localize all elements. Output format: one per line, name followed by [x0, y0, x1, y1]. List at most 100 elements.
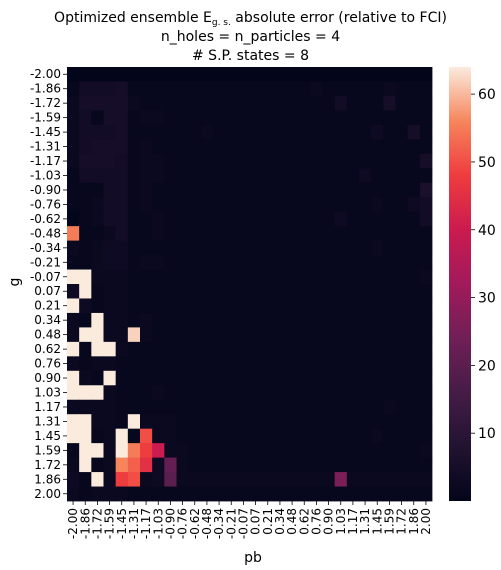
- heatmap-cell: [200, 240, 214, 256]
- heatmap-cell: [359, 226, 372, 241]
- x-axis-ticks: -2.00-1.86-1.72-1.59-1.45-1.31-1.17-1.03…: [66, 501, 433, 539]
- heatmap-cell: [371, 240, 384, 256]
- heatmap-cell: [322, 269, 336, 285]
- heatmap-cell: [67, 240, 80, 256]
- heatmap-cell: [140, 226, 153, 241]
- heatmap-cell: [419, 472, 433, 487]
- heatmap-cell: [79, 67, 92, 82]
- heatmap-cell: [261, 269, 275, 285]
- heatmap-cell: [419, 124, 433, 140]
- heatmap-cell: [383, 472, 396, 487]
- heatmap-cell: [225, 327, 238, 343]
- heatmap-cell: [407, 486, 421, 502]
- heatmap-cell: [322, 298, 336, 314]
- heatmap-cell: [383, 182, 396, 198]
- heatmap-cell: [188, 414, 202, 430]
- heatmap-cell: [346, 81, 360, 97]
- heatmap-cell: [188, 385, 202, 401]
- heatmap-cell: [273, 428, 287, 444]
- heatmap-cell: [237, 95, 250, 111]
- heatmap-cell: [298, 472, 311, 487]
- heatmap-cell: [176, 312, 190, 328]
- x-axis-label: pb: [244, 550, 262, 566]
- heatmap-cell: [395, 182, 409, 198]
- heatmap-cell: [346, 312, 360, 328]
- heatmap-cell: [188, 226, 202, 241]
- heatmap-cell: [91, 399, 104, 415]
- heatmap-cell: [310, 95, 323, 111]
- heatmap-cell: [115, 226, 129, 241]
- y-tick-label: -1.03: [30, 169, 61, 183]
- heatmap-cell: [310, 370, 323, 386]
- heatmap-cell: [91, 457, 104, 473]
- heatmap-cell: [176, 255, 190, 270]
- heatmap-cell: [273, 67, 287, 82]
- heatmap-cell: [140, 124, 153, 140]
- heatmap-cell: [371, 269, 384, 285]
- heatmap-cell: [249, 110, 263, 126]
- heatmap-cell: [91, 240, 104, 256]
- heatmap-cell: [383, 153, 396, 169]
- heatmap-cell: [237, 255, 250, 270]
- heatmap-cell: [407, 269, 421, 285]
- heatmap-cell: [127, 211, 141, 227]
- x-tick-label: 0.21: [261, 508, 275, 535]
- heatmap-cell: [213, 124, 226, 140]
- heatmap-cell: [127, 341, 141, 357]
- heatmap-cell: [103, 197, 117, 213]
- heatmap-cell: [127, 284, 141, 299]
- heatmap-cell: [346, 486, 360, 502]
- x-tick-label: -0.07: [236, 508, 250, 539]
- heatmap-cell: [371, 284, 384, 299]
- heatmap-cell: [395, 67, 409, 82]
- y-axis-ticks: -2.00-1.86-1.72-1.59-1.45-1.31-1.17-1.03…: [30, 67, 67, 501]
- heatmap-cell: [419, 255, 433, 270]
- heatmap-cell: [152, 284, 165, 299]
- heatmap-cell: [91, 486, 104, 502]
- heatmap-cell: [213, 197, 226, 213]
- heatmap-cell: [407, 153, 421, 169]
- heatmap-cell: [298, 370, 311, 386]
- heatmap-cell: [286, 95, 299, 111]
- heatmap-cell: [67, 414, 80, 430]
- heatmap-cell: [176, 486, 190, 502]
- heatmap-cell: [322, 385, 336, 401]
- heatmap-cell: [237, 240, 250, 256]
- heatmap-cell: [273, 124, 287, 140]
- heatmap-cell: [67, 399, 80, 415]
- heatmap-cell: [67, 486, 80, 502]
- heatmap-cell: [67, 443, 80, 458]
- heatmap-cell: [407, 341, 421, 357]
- y-tick-label: 0.48: [34, 328, 61, 342]
- heatmap-cell: [359, 139, 372, 155]
- heatmap-cell: [249, 153, 263, 169]
- heatmap-cell: [383, 81, 396, 97]
- heatmap-cell: [79, 399, 92, 415]
- heatmap-cell: [407, 226, 421, 241]
- heatmap-cell: [91, 81, 104, 97]
- x-tick-label: 0.76: [309, 508, 323, 535]
- y-axis-label: g: [7, 278, 23, 287]
- heatmap-cell: [249, 370, 263, 386]
- heatmap-cell: [310, 312, 323, 328]
- heatmap-cell: [298, 182, 311, 198]
- heatmap-cell: [346, 298, 360, 314]
- heatmap-cell: [213, 298, 226, 314]
- heatmap-cell: [419, 399, 433, 415]
- heatmap-cell: [419, 81, 433, 97]
- heatmap-cell: [395, 472, 409, 487]
- heatmap-cell: [359, 211, 372, 227]
- heatmap-cell: [286, 81, 299, 97]
- heatmap-cell: [273, 443, 287, 458]
- heatmap-cell: [298, 341, 311, 357]
- heatmap-cell: [346, 168, 360, 184]
- heatmap-cell: [164, 211, 177, 227]
- y-tick-label: 1.45: [34, 429, 61, 443]
- heatmap-cell: [79, 428, 92, 444]
- y-tick-label: -1.86: [30, 82, 61, 96]
- heatmap-cell: [115, 298, 129, 314]
- heatmap-cell: [103, 457, 117, 473]
- heatmap-cell: [115, 428, 129, 444]
- x-tick-label: -2.00: [66, 508, 80, 539]
- heatmap-cell: [237, 399, 250, 415]
